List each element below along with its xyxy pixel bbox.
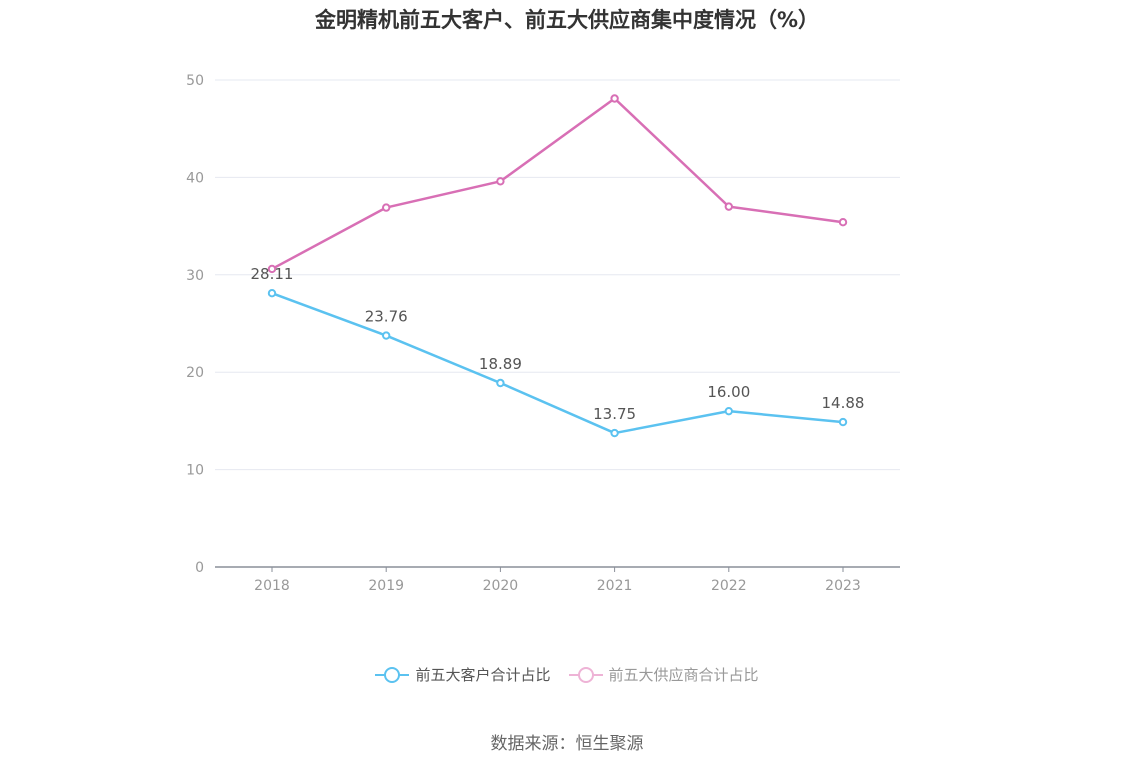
legend: 前五大客户合计占比 前五大供应商合计占比 — [0, 664, 1134, 685]
chart-title: 金明精机前五大客户、前五大供应商集中度情况（%） — [314, 8, 820, 32]
data-label: 23.76 — [365, 308, 408, 326]
data-point — [267, 289, 277, 298]
grid-lines — [215, 79, 900, 471]
data-point — [610, 94, 619, 103]
legend-item-customers[interactable]: 前五大客户合计占比 — [375, 664, 551, 685]
data-point — [724, 202, 733, 211]
data-label: 14.88 — [822, 394, 865, 412]
data-label: 18.89 — [479, 355, 522, 373]
x-tick-label: 2022 — [711, 578, 747, 594]
data-point — [838, 218, 848, 227]
legend-swatch-customers — [375, 666, 410, 683]
x-tick-label: 2018 — [254, 578, 290, 594]
data-point — [610, 428, 619, 438]
y-tick-label: 20 — [186, 365, 204, 381]
data-point — [267, 264, 277, 274]
y-tick-label: 0 — [195, 560, 204, 576]
data-label: 28.11 — [251, 265, 294, 283]
y-tick-label: 10 — [186, 463, 204, 479]
series-line-0 — [271, 292, 844, 435]
data-label: 13.75 — [593, 405, 636, 423]
series-line-1 — [271, 97, 844, 271]
y-tick-label: 40 — [186, 170, 204, 186]
x-tick-label: 2019 — [368, 578, 404, 594]
series-lines — [267, 94, 848, 438]
data-point — [724, 406, 733, 416]
source-note: 数据来源：恒生聚源 — [490, 734, 644, 754]
data-point — [382, 203, 391, 212]
data-point — [496, 177, 505, 186]
x-tick-label: 2021 — [597, 578, 633, 594]
data-point — [838, 417, 848, 427]
data-label: 16.00 — [707, 383, 750, 401]
legend-label-suppliers: 前五大供应商合计占比 — [608, 666, 759, 684]
legend-item-suppliers[interactable]: 前五大供应商合计占比 — [568, 664, 759, 685]
axes: 0 10 20 30 40 50 2018 2019 2020 2021 2022 2023 — [186, 73, 900, 594]
x-tick-label: 2020 — [483, 578, 519, 594]
x-tick-label: 2023 — [825, 578, 861, 594]
y-tick-label: 30 — [186, 268, 204, 284]
data-point — [382, 331, 391, 340]
data-point — [496, 378, 505, 388]
y-tick-label: 50 — [186, 73, 204, 89]
legend-swatch-suppliers — [568, 666, 603, 683]
data-labels: 28.11 23.76 18.89 13.75 16.00 14.88 — [251, 265, 865, 423]
legend-label-customers: 前五大客户合计占比 — [415, 666, 551, 684]
